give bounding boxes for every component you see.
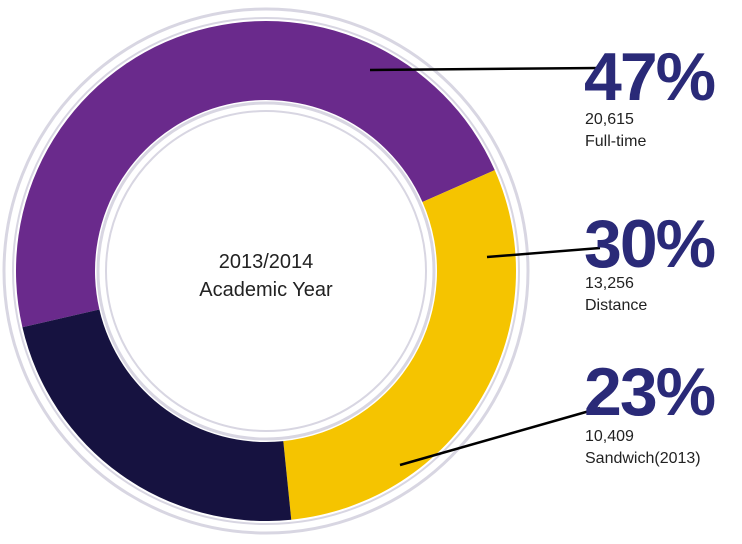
donut-slice-full-time xyxy=(15,20,495,328)
slice-label-distance: 30% 13,256 Distance xyxy=(584,206,717,314)
donut-slice-sandwich-2013 xyxy=(22,309,292,521)
slice-percent: 23% xyxy=(584,354,715,430)
leader-line-full-time xyxy=(369,66,601,72)
outer-ring xyxy=(2,7,530,535)
slice-category: Full-time xyxy=(585,133,646,150)
slice-percent: 47% xyxy=(584,39,715,115)
leader-line-distance xyxy=(486,246,601,259)
slice-count: 10,409 xyxy=(585,428,634,445)
outer-ring-inner xyxy=(12,17,520,525)
slice-count: 13,256 xyxy=(585,275,634,292)
slice-label-full-time: 47% 20,615 Full-time xyxy=(584,39,717,150)
slice-count: 20,615 xyxy=(585,111,634,128)
donut-slices xyxy=(15,20,516,521)
inner-ring xyxy=(96,101,436,441)
inner-ring-inner xyxy=(105,110,427,432)
center-label-line2: Academic Year xyxy=(199,279,333,301)
slice-category: Distance xyxy=(585,297,647,314)
center-label-line1: 2013/2014 xyxy=(219,251,314,273)
leader-line-sandwich xyxy=(399,406,601,467)
slice-category: Sandwich(2013) xyxy=(585,450,701,467)
slice-label-sandwich: 23% 10,409 Sandwich(2013) xyxy=(584,354,717,467)
donut-slice-distance xyxy=(283,170,516,520)
slice-percent: 30% xyxy=(584,206,715,282)
